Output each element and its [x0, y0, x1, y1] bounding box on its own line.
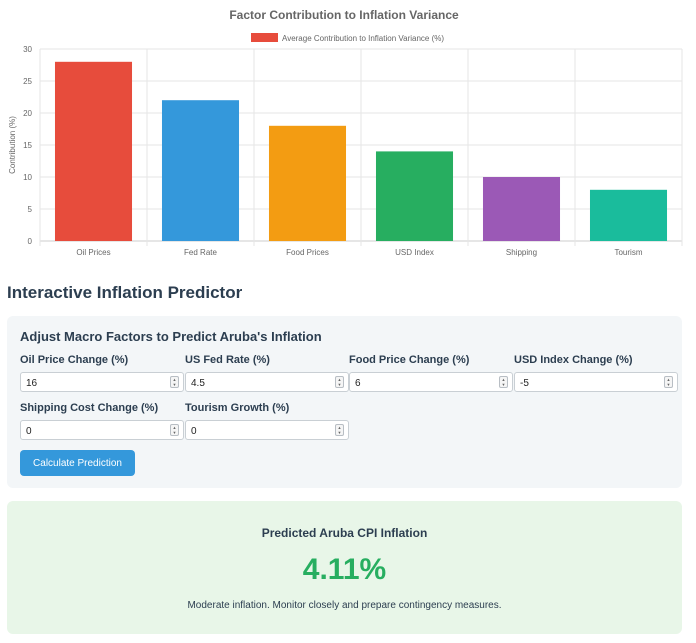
x-tick-label: USD Index [395, 248, 434, 257]
fed-rate-input-box[interactable]: ▲▼ [185, 372, 349, 393]
y-tick-label: 25 [23, 77, 32, 86]
result-note: Moderate inflation. Monitor closely and … [187, 600, 502, 611]
section-title: Interactive Inflation Predictor [7, 283, 243, 302]
panel-heading: Adjust Macro Factors to Predict Aruba's … [20, 329, 322, 344]
bar-food-prices[interactable] [268, 125, 347, 241]
usd-index-label: USD Index Change (%) [514, 354, 633, 366]
prediction-result-panel: Predicted Aruba CPI Inflation 4.11% Mode… [7, 501, 682, 634]
y-tick-label: 30 [23, 45, 32, 54]
shipping-cost-input-box[interactable]: ▲▼ [20, 420, 184, 441]
tourism-growth-label: Tourism Growth (%) [185, 402, 290, 414]
oil-price-input[interactable] [21, 374, 166, 393]
oil-price-input-box[interactable]: ▲▼ [20, 372, 184, 393]
factor-control-panel: Adjust Macro Factors to Predict Aruba's … [7, 316, 682, 488]
oil-price-field: Oil Price Change (%) ▲▼ [20, 354, 184, 393]
x-tick-label: Oil Prices [76, 248, 110, 257]
fed-rate-input[interactable] [186, 374, 331, 393]
bar-usd-index[interactable] [375, 151, 454, 241]
x-tick-label: Fed Rate [184, 248, 217, 257]
food-price-field: Food Price Change (%) ▲▼ [349, 354, 513, 393]
y-tick-label: 10 [23, 173, 32, 182]
y-tick-label: 0 [28, 237, 33, 246]
oil-price-spinner-icon[interactable]: ▲ ▼ [170, 376, 179, 388]
bar-layer [54, 61, 668, 241]
y-tick-label: 5 [28, 205, 33, 214]
fed-rate-spinner-icon[interactable]: ▲ ▼ [335, 376, 344, 388]
oil-price-label: Oil Price Change (%) [20, 354, 129, 366]
usd-index-spinner-icon[interactable]: ▲ ▼ [664, 376, 673, 388]
tourism-growth-field: Tourism Growth (%) ▲▼ [185, 402, 349, 441]
usd-index-input-box[interactable]: ▲▼ [514, 372, 678, 393]
x-tick-label: Food Prices [286, 248, 329, 257]
predicted-inflation-value: 4.11% [302, 553, 387, 586]
contribution-chart: Factor Contribution to Inflation Varianc… [0, 0, 696, 270]
tourism-growth-input-box[interactable]: ▲▼ [185, 420, 349, 441]
x-tick-label: Tourism [614, 248, 642, 257]
chart-svg: Factor Contribution to Inflation Varianc… [8, 8, 683, 257]
y-tick-label: 15 [23, 141, 32, 150]
x-tick-label: Shipping [506, 248, 537, 257]
chart-title: Factor Contribution to Inflation Varianc… [229, 8, 459, 22]
tourism-growth-input[interactable] [186, 422, 331, 441]
bar-oil-prices[interactable] [54, 61, 133, 241]
shipping-cost-label: Shipping Cost Change (%) [20, 402, 159, 414]
shipping-cost-input[interactable] [21, 422, 166, 441]
bar-shipping[interactable] [482, 177, 561, 241]
label-layer: 0 5 10 15 20 25 30 Oil Prices Fed Rate Food Price… [23, 45, 643, 257]
food-price-spinner-icon[interactable]: ▲ ▼ [499, 376, 508, 388]
food-price-input-box[interactable]: ▲▼ [349, 372, 513, 393]
fed-rate-label: US Fed Rate (%) [185, 354, 270, 366]
shipping-cost-spinner-icon[interactable]: ▲ ▼ [170, 424, 179, 436]
legend-label[interactable]: Average Contribution to Inflation Varian… [282, 34, 444, 43]
usd-index-input[interactable] [515, 374, 660, 393]
shipping-cost-field: Shipping Cost Change (%) ▲▼ [20, 402, 184, 441]
result-heading: Predicted Aruba CPI Inflation [261, 526, 428, 540]
food-price-label: Food Price Change (%) [349, 354, 470, 366]
y-tick-label: 20 [23, 109, 32, 118]
y-axis-title: Contribution (%) [8, 116, 17, 174]
grid-layer [39, 48, 683, 246]
fed-rate-field: US Fed Rate (%) ▲▼ [185, 354, 349, 393]
bar-tourism[interactable] [589, 189, 668, 241]
food-price-input[interactable] [350, 374, 495, 393]
tourism-growth-spinner-icon[interactable]: ▲ ▼ [335, 424, 344, 436]
usd-index-field: USD Index Change (%) ▲▼ [514, 354, 678, 393]
bar-fed-rate[interactable] [161, 100, 240, 241]
legend-swatch[interactable] [251, 33, 278, 42]
calculate-prediction-button[interactable]: Calculate Prediction [20, 450, 135, 476]
